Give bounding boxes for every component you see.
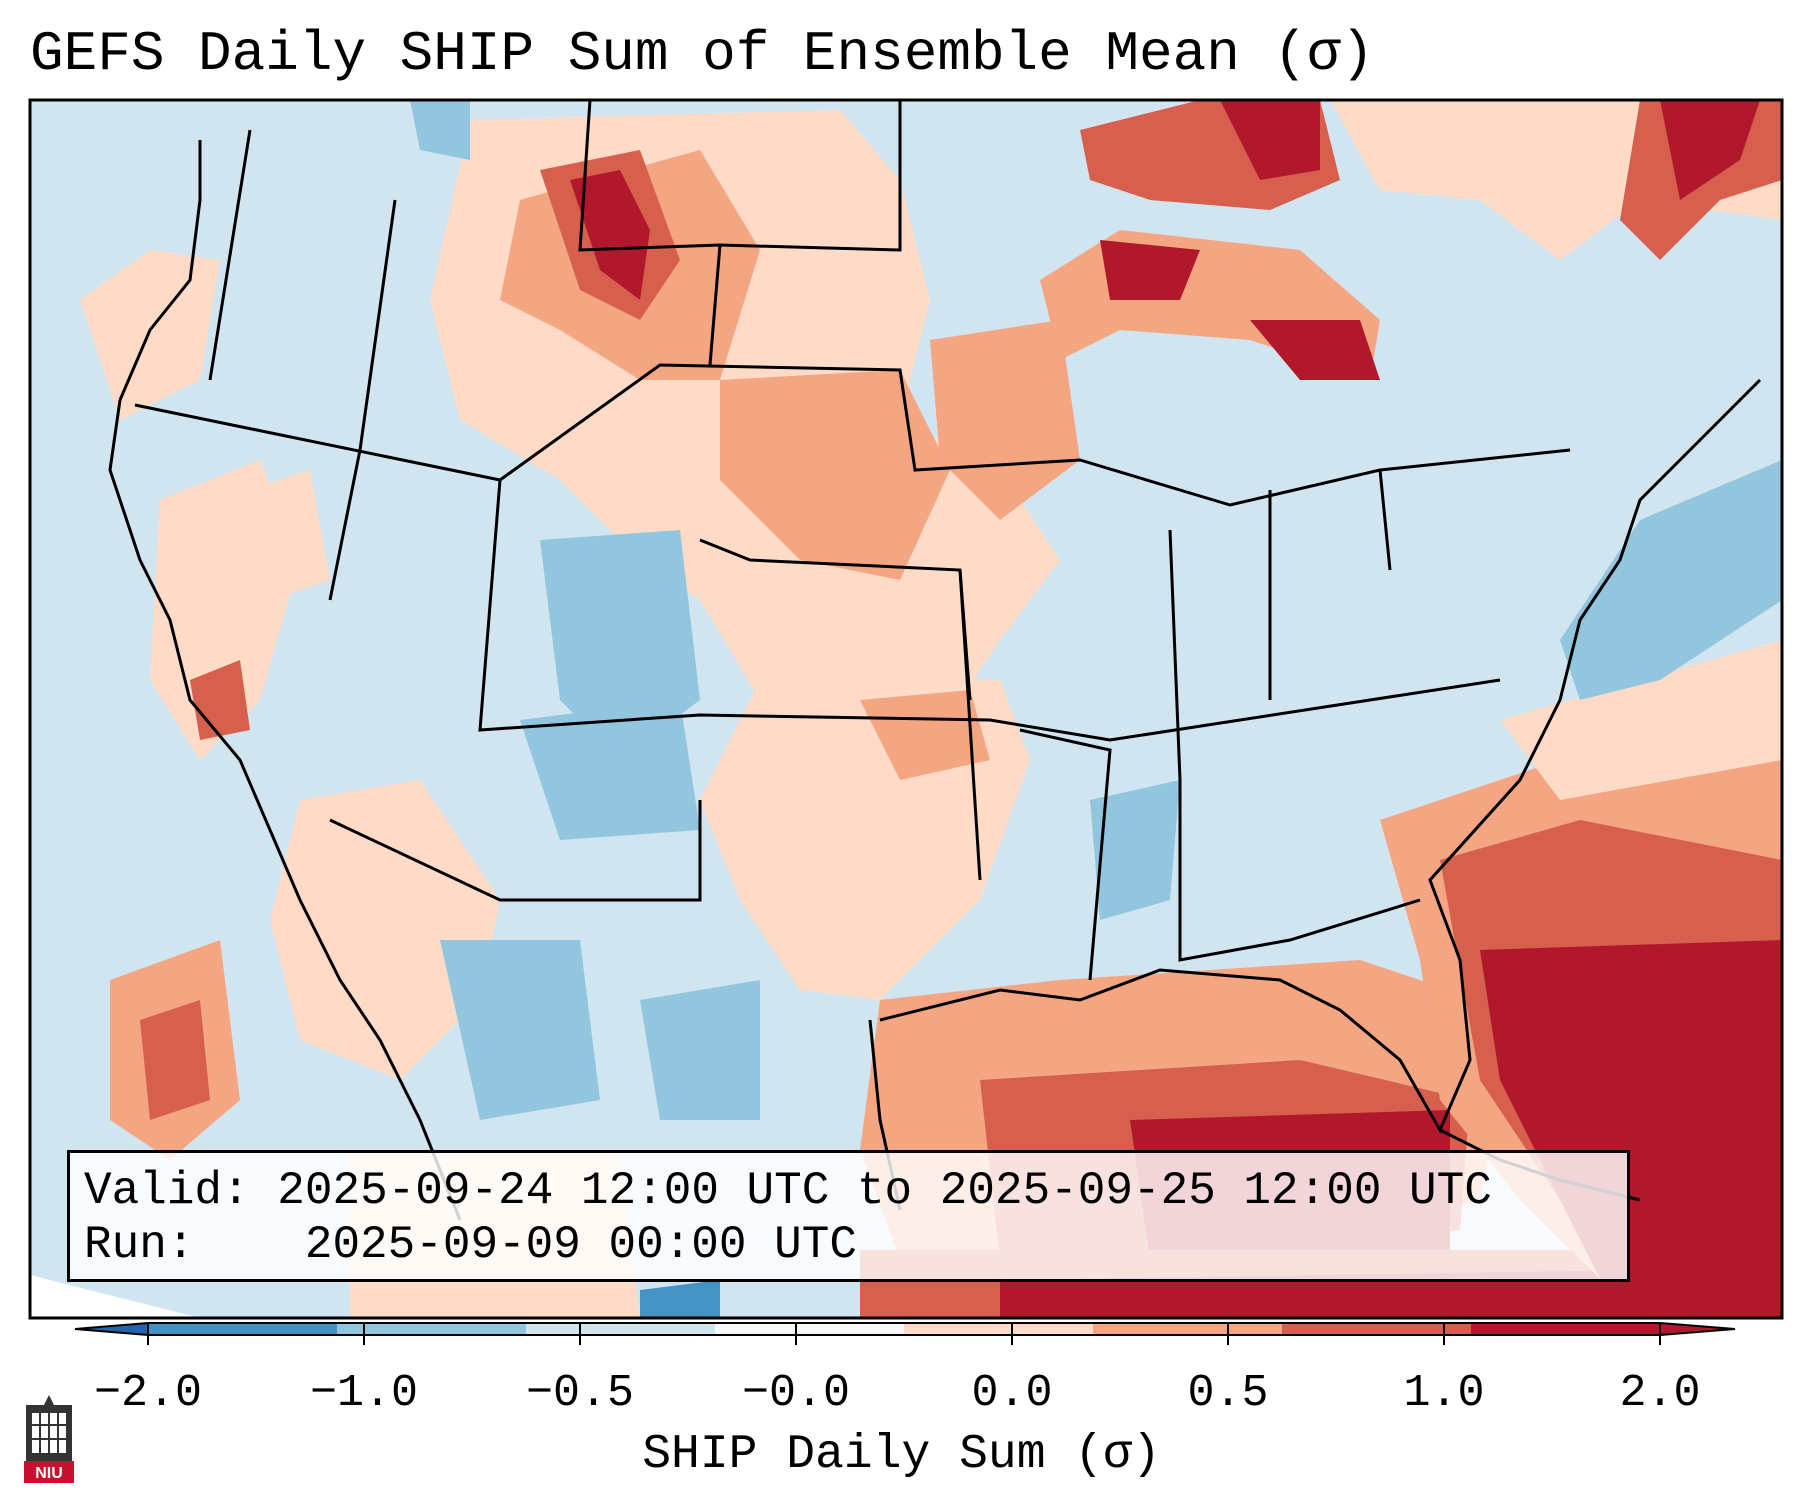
anomaly-region-mexico-negative	[440, 940, 600, 1120]
run-line: Run: 2025-09-09 00:00 UTC	[84, 1219, 857, 1271]
anomaly-region-nevada	[220, 470, 330, 600]
anomaly-region-montana-peak	[570, 170, 650, 300]
anomaly-region-pacific-nw	[80, 250, 220, 420]
outside-projection-left	[30, 1275, 200, 1318]
colorbar-segment	[526, 1323, 716, 1335]
run-value: 2025-09-09 00:00 UTC	[304, 1219, 857, 1271]
run-label: Run:	[84, 1219, 195, 1271]
anomaly-region-huron	[1250, 320, 1380, 380]
colorbar-segment	[1471, 1323, 1661, 1335]
colorbar	[74, 1322, 1736, 1345]
colorbar-segment	[1282, 1323, 1472, 1335]
anomaly-region-pacific-mexico-core	[140, 1000, 210, 1120]
validity-info-box: Valid: 2025-09-24 12:00 UTC to 2025-09-2…	[67, 1150, 1630, 1282]
valid-value: 2025-09-24 12:00 UTC to 2025-09-25 12:00…	[277, 1165, 1492, 1217]
colorbar-segment	[1093, 1323, 1283, 1335]
anomaly-region-coahuila-negative	[640, 980, 760, 1120]
colorbar-title: SHIP Daily Sum (σ)	[642, 1428, 1161, 1482]
colorbar-tick-label: −1.0	[309, 1368, 419, 1419]
colorbar-tick-label: −2.0	[93, 1368, 203, 1419]
logo-text: NIU	[35, 1465, 63, 1482]
colorbar-segments	[148, 1323, 1661, 1335]
anomaly-region-caribbean-peak	[1000, 1270, 1640, 1318]
page-title: GEFS Daily SHIP Sum of Ensemble Mean (σ)	[30, 22, 1375, 86]
colorbar-tick-label: −0.0	[741, 1368, 851, 1419]
anomaly-region-nebraska	[720, 370, 950, 580]
anomaly-region-mississippi-negative	[1090, 780, 1180, 920]
colorbar-segment	[337, 1323, 527, 1335]
colorbar-segment	[904, 1323, 1094, 1335]
anomaly-region-atlantic-edge	[1500, 640, 1782, 800]
colorbar-extend-high	[1660, 1323, 1735, 1335]
colorbar-extend-low	[75, 1323, 148, 1335]
map-field	[30, 100, 1782, 1318]
map-frame	[28, 98, 1784, 1320]
anomaly-region-atlantic-peak	[1480, 940, 1782, 1318]
anomaly-region-iowa	[930, 320, 1080, 520]
anomaly-region-new-mexico-negative	[520, 700, 700, 840]
university-tower-icon: NIU	[24, 1395, 74, 1483]
colorbar-segment	[715, 1323, 905, 1335]
valid-line: Valid: 2025-09-24 12:00 UTC to 2025-09-2…	[84, 1165, 1492, 1217]
anomaly-region-bc-negative	[410, 100, 470, 160]
colorbar-tick-label: 2.0	[1619, 1368, 1701, 1419]
colorbar-segment	[148, 1323, 338, 1335]
colorbar-ticks	[147, 1323, 1661, 1345]
colorbar-tick-label: 1.0	[1403, 1368, 1485, 1419]
anomaly-region-oklahoma	[860, 690, 990, 780]
anomaly-region-ontario-peak	[1220, 100, 1320, 180]
colorbar-tick-label: −0.5	[525, 1368, 635, 1419]
state-boundaries	[134, 100, 1571, 981]
colorbar-tick-label: 0.0	[971, 1368, 1053, 1419]
anomaly-region-south-mexico-negative	[640, 1280, 720, 1318]
anomaly-region-labrador-peak	[1660, 100, 1760, 200]
colorbar-tick-label: 0.5	[1187, 1368, 1269, 1419]
valid-label: Valid:	[84, 1165, 250, 1217]
anomaly-region-baja	[270, 780, 500, 1080]
anomaly-region-atlantic-negative	[1560, 460, 1782, 700]
anomaly-region-superior	[1100, 240, 1200, 300]
